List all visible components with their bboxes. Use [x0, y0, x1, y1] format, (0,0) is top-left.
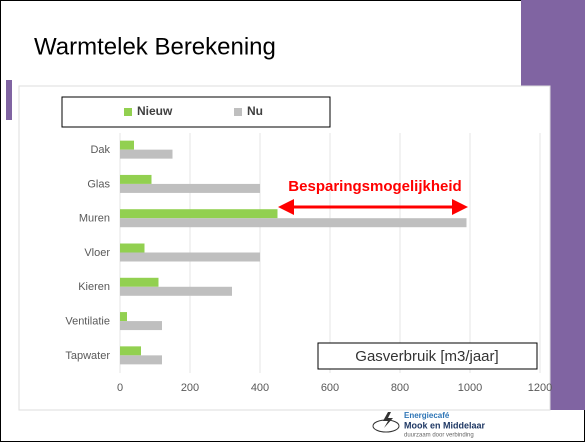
logo-text: Energiecafé [404, 411, 450, 420]
legend-swatch [124, 108, 132, 116]
y-tick-label: Glas [87, 178, 110, 190]
arrow-head [278, 199, 294, 215]
y-tick-label: Muren [79, 213, 110, 225]
bar [120, 174, 152, 184]
bar [120, 355, 162, 365]
x-tick-label: 0 [117, 382, 123, 394]
y-tick-label: Ventilatie [65, 315, 110, 327]
bar [120, 183, 260, 193]
bar [120, 218, 467, 228]
x-tick-label: 1200 [528, 382, 552, 394]
legend-label: Nu [247, 104, 263, 118]
bar [120, 140, 134, 150]
y-tick-label: Vloer [84, 247, 110, 259]
bar [120, 252, 260, 262]
y-tick-label: Kieren [78, 281, 110, 293]
x-tick-label: 200 [181, 382, 199, 394]
bar [120, 321, 162, 331]
arrow-head [452, 199, 468, 215]
double-arrow [278, 199, 468, 215]
legend-swatch [234, 108, 242, 116]
x-tick-label: 600 [321, 382, 339, 394]
bar [120, 312, 127, 322]
logo: Energiecafé Mook en Middelaar duurzaam d… [372, 411, 486, 439]
bar [120, 209, 278, 219]
bar [120, 277, 159, 287]
logo-text: duurzaam door verbinding [404, 433, 474, 439]
legend-label: Nieuw [137, 104, 173, 118]
plot: 0 200 400 600 800 1000 1200 Dak Glas Muren Vloer Ki… [65, 133, 552, 394]
x-tick-label: 400 [251, 382, 269, 394]
bar [120, 346, 141, 356]
x-label-box [317, 342, 538, 370]
logo-bolt [383, 412, 393, 428]
bar [120, 286, 232, 296]
y-tick-label: Tapwater [65, 350, 110, 362]
accent-mark [6, 80, 12, 120]
slide-title: Warmtelek Berekening [34, 33, 276, 60]
x-tick-label: 800 [391, 382, 409, 394]
annotation: Besparingsmogelijkheid [288, 178, 461, 195]
bar [120, 149, 173, 159]
bar [120, 243, 145, 253]
x-axis-label: Gasverbruik [m3/jaar] [355, 348, 498, 365]
x-tick-label: 1000 [458, 382, 482, 394]
logo-text: Mook en Middelaar [404, 420, 486, 430]
y-tick-label: Dak [90, 144, 110, 156]
legend-box [61, 96, 331, 128]
